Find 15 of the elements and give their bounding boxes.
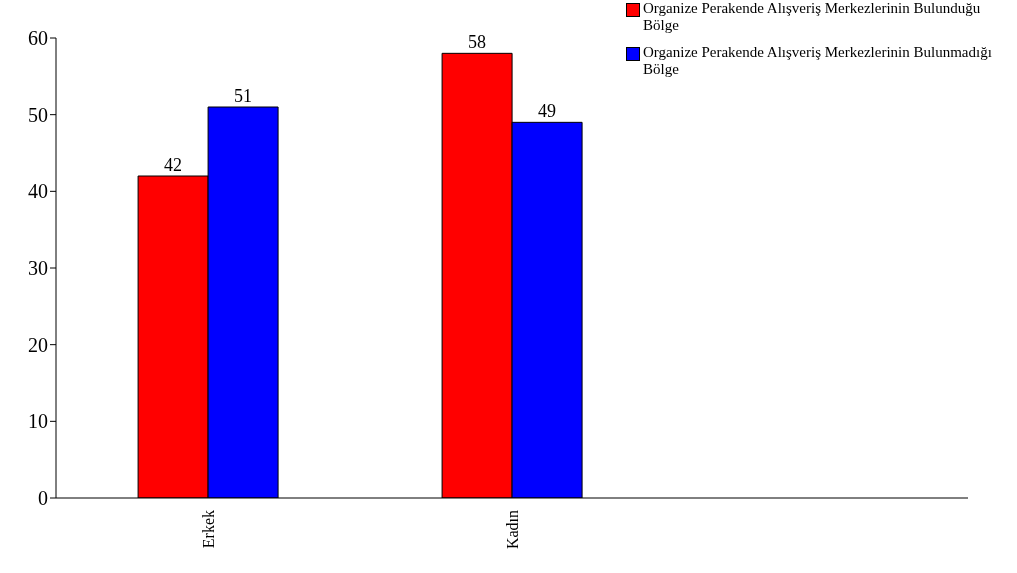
legend-label: Organize Perakende Alışveriş Merkezlerinin Bulunmadığı Bölge xyxy=(643,44,993,78)
x-tick-label: Kadın xyxy=(504,510,521,550)
legend-label: Organize Perakende Alışveriş Merkezlerinin Bulunduğu Bölge xyxy=(643,0,982,34)
y-tick-label: 40 xyxy=(28,180,48,203)
y-tick-label: 0 xyxy=(38,487,48,510)
data-label: 42 xyxy=(164,155,183,175)
data-label: 51 xyxy=(234,86,253,106)
x-tick-label: Erkek xyxy=(200,510,217,549)
data-label: 49 xyxy=(538,101,557,122)
y-tick-label: 30 xyxy=(28,257,48,280)
data-label: 58 xyxy=(468,32,487,53)
y-tick-label: 50 xyxy=(28,103,48,126)
y-tick-label: 60 xyxy=(28,27,48,50)
y-tick-label: 20 xyxy=(28,333,48,356)
y-tick-label: 10 xyxy=(28,410,48,433)
